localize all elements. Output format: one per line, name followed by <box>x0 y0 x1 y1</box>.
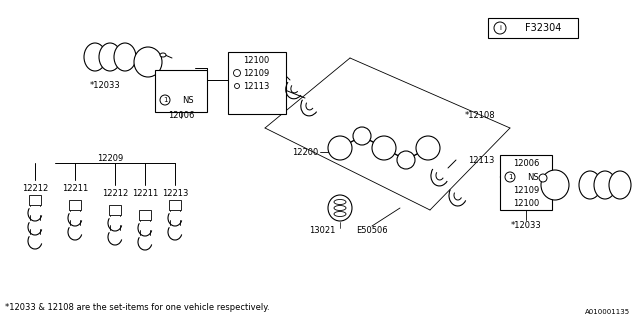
Text: *12033: *12033 <box>90 81 120 90</box>
Ellipse shape <box>594 171 616 199</box>
Text: 12213: 12213 <box>162 188 188 197</box>
Ellipse shape <box>84 43 106 71</box>
Circle shape <box>494 22 506 34</box>
Bar <box>488 18 578 38</box>
Text: i: i <box>499 25 501 31</box>
Text: 12006: 12006 <box>168 110 194 119</box>
Bar <box>139 210 151 220</box>
Text: *12033: *12033 <box>511 220 541 229</box>
Text: NS: NS <box>527 172 539 181</box>
Circle shape <box>416 136 440 160</box>
Text: E50506: E50506 <box>356 226 388 235</box>
Circle shape <box>328 136 352 160</box>
Bar <box>169 200 181 210</box>
Text: *12033 & 12108 are the set-items for one vehicle respectively.: *12033 & 12108 are the set-items for one… <box>5 303 269 313</box>
Text: 12211: 12211 <box>132 188 158 197</box>
Text: A010001135: A010001135 <box>585 309 630 315</box>
Text: 12113: 12113 <box>243 82 269 91</box>
Text: 12209: 12209 <box>97 154 123 163</box>
Text: NS: NS <box>182 95 194 105</box>
Ellipse shape <box>114 43 136 71</box>
Bar <box>500 155 552 210</box>
Text: 12100: 12100 <box>513 198 539 207</box>
Bar <box>69 200 81 210</box>
Ellipse shape <box>134 47 162 77</box>
Ellipse shape <box>334 205 346 211</box>
Ellipse shape <box>328 195 352 221</box>
Circle shape <box>372 136 396 160</box>
Circle shape <box>160 95 170 105</box>
Circle shape <box>397 151 415 169</box>
Text: 1: 1 <box>163 97 167 103</box>
Text: *12108: *12108 <box>465 110 495 119</box>
Text: 12212: 12212 <box>102 188 128 197</box>
Bar <box>155 70 207 112</box>
Ellipse shape <box>99 43 121 71</box>
Bar <box>109 205 121 215</box>
Text: 1: 1 <box>508 174 512 180</box>
Text: 12109: 12109 <box>513 186 539 195</box>
Text: 12109: 12109 <box>243 68 269 77</box>
Ellipse shape <box>160 53 166 57</box>
Circle shape <box>353 127 371 145</box>
Text: 12211: 12211 <box>62 183 88 193</box>
Ellipse shape <box>609 171 631 199</box>
Circle shape <box>234 69 241 76</box>
Text: F32304: F32304 <box>525 23 561 33</box>
Text: 12006: 12006 <box>513 158 539 167</box>
Circle shape <box>539 174 547 182</box>
Circle shape <box>505 172 515 182</box>
Circle shape <box>234 84 239 89</box>
Text: 12113: 12113 <box>468 156 494 164</box>
Ellipse shape <box>334 212 346 217</box>
Text: 13021: 13021 <box>309 226 335 235</box>
Bar <box>228 52 286 114</box>
Text: 12100: 12100 <box>243 55 269 65</box>
Text: 12212: 12212 <box>22 183 48 193</box>
Text: 12200: 12200 <box>292 148 318 156</box>
Ellipse shape <box>334 199 346 204</box>
Ellipse shape <box>541 170 569 200</box>
Ellipse shape <box>579 171 601 199</box>
Bar <box>29 195 41 205</box>
